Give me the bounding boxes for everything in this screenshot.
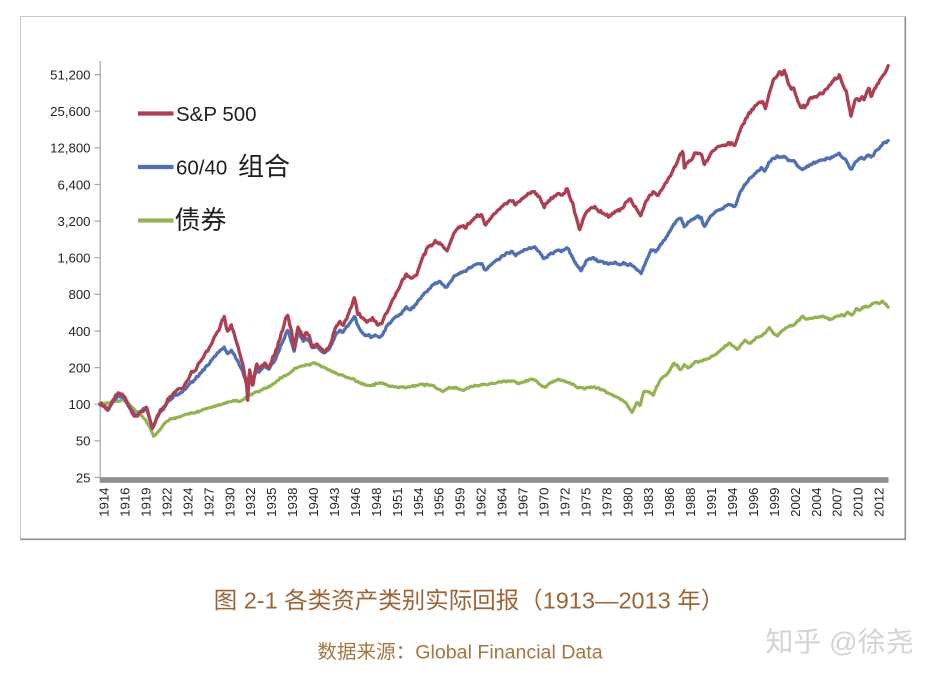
svg-text:2002: 2002 (788, 488, 803, 517)
svg-text:1962: 1962 (474, 488, 489, 517)
svg-text:S&P 500: S&P 500 (176, 103, 257, 126)
svg-text:2007: 2007 (830, 488, 845, 517)
svg-text:100: 100 (68, 397, 90, 412)
svg-text:51,200: 51,200 (50, 67, 90, 82)
svg-text:1970: 1970 (537, 488, 552, 517)
svg-text:1932: 1932 (243, 488, 258, 517)
svg-text:1964: 1964 (495, 488, 510, 517)
svg-text:1948: 1948 (369, 488, 384, 517)
svg-text:1996: 1996 (746, 488, 761, 517)
svg-text:1,600: 1,600 (57, 251, 90, 266)
svg-text:2004: 2004 (809, 488, 824, 517)
svg-text:12,800: 12,800 (50, 141, 90, 156)
svg-text:1967: 1967 (516, 488, 531, 517)
svg-text:25: 25 (76, 470, 91, 485)
svg-text:1956: 1956 (432, 488, 447, 517)
svg-text:50: 50 (76, 434, 91, 449)
svg-text:1919: 1919 (139, 488, 154, 517)
svg-text:1999: 1999 (767, 488, 782, 517)
svg-text:Global Financial Data: Global Financial Data (415, 642, 602, 664)
svg-text:1951: 1951 (390, 488, 405, 517)
svg-text:200: 200 (68, 360, 90, 375)
svg-text:60/40: 60/40 (176, 157, 227, 180)
svg-text:1954: 1954 (411, 488, 426, 517)
svg-text:1914: 1914 (97, 488, 112, 517)
svg-text:2-1: 2-1 (237, 588, 284, 614)
svg-text:1943: 1943 (327, 488, 342, 517)
svg-text:6,400: 6,400 (57, 177, 90, 192)
svg-text:3,200: 3,200 (57, 214, 90, 229)
svg-text:1980: 1980 (620, 488, 635, 517)
svg-text:800: 800 (68, 287, 90, 302)
svg-text:1938: 1938 (285, 488, 300, 517)
svg-text:1994: 1994 (725, 488, 740, 517)
svg-text:1935: 1935 (264, 488, 279, 517)
svg-text:1983: 1983 (641, 488, 656, 517)
svg-text:1913—2013: 1913—2013 (543, 588, 678, 614)
svg-text:1975: 1975 (578, 488, 593, 517)
svg-text:2010: 2010 (851, 488, 866, 517)
svg-text:2012: 2012 (872, 488, 887, 517)
svg-text:1978: 1978 (599, 488, 614, 517)
svg-text:1972: 1972 (557, 488, 572, 517)
svg-text:400: 400 (68, 324, 90, 339)
svg-text:25,600: 25,600 (50, 104, 90, 119)
svg-text:1946: 1946 (348, 488, 363, 517)
svg-text:1986: 1986 (662, 488, 677, 517)
svg-text:1927: 1927 (201, 488, 216, 517)
svg-text:1940: 1940 (306, 488, 321, 517)
svg-text:1916: 1916 (118, 488, 133, 517)
svg-text:1988: 1988 (683, 488, 698, 517)
svg-text:1922: 1922 (159, 488, 174, 517)
svg-text:1991: 1991 (704, 488, 719, 517)
svg-text:@: @ (821, 627, 857, 658)
svg-text:1930: 1930 (222, 488, 237, 517)
svg-text:1924: 1924 (180, 488, 195, 517)
svg-text:1959: 1959 (453, 488, 468, 517)
